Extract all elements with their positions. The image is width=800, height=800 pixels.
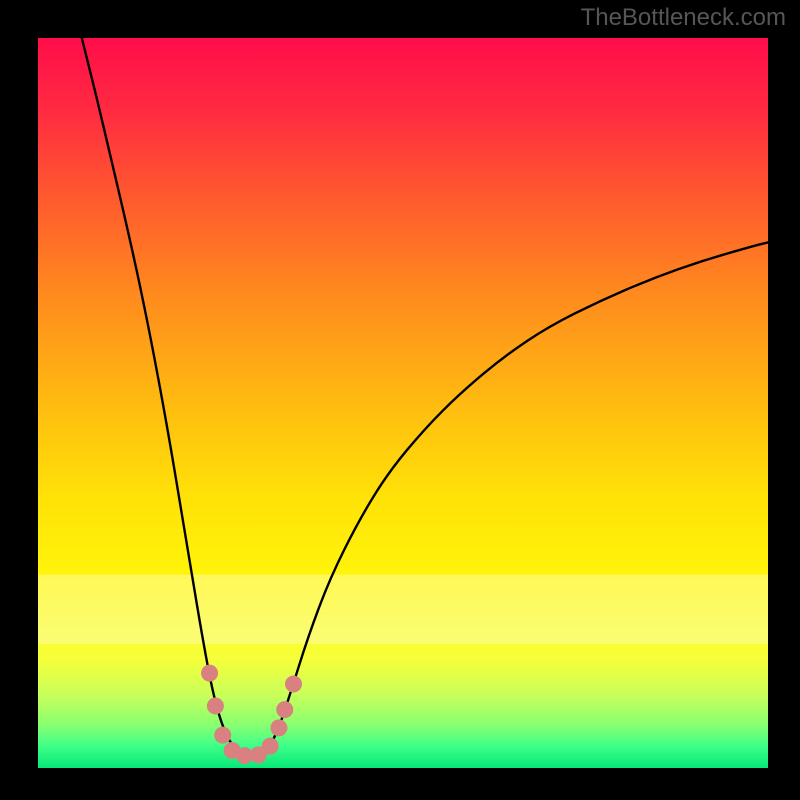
marker-point — [276, 701, 293, 718]
marker-point — [262, 738, 279, 755]
pale-band — [38, 575, 768, 644]
plot-svg — [38, 38, 768, 768]
marker-point — [201, 665, 218, 682]
gradient-background — [38, 38, 768, 768]
chart-frame: TheBottleneck.com — [0, 0, 800, 800]
marker-point — [214, 727, 231, 744]
marker-point — [270, 719, 287, 736]
marker-point — [207, 697, 224, 714]
watermark-text: TheBottleneck.com — [581, 4, 786, 32]
plot-area — [38, 38, 768, 768]
marker-point — [285, 676, 302, 693]
